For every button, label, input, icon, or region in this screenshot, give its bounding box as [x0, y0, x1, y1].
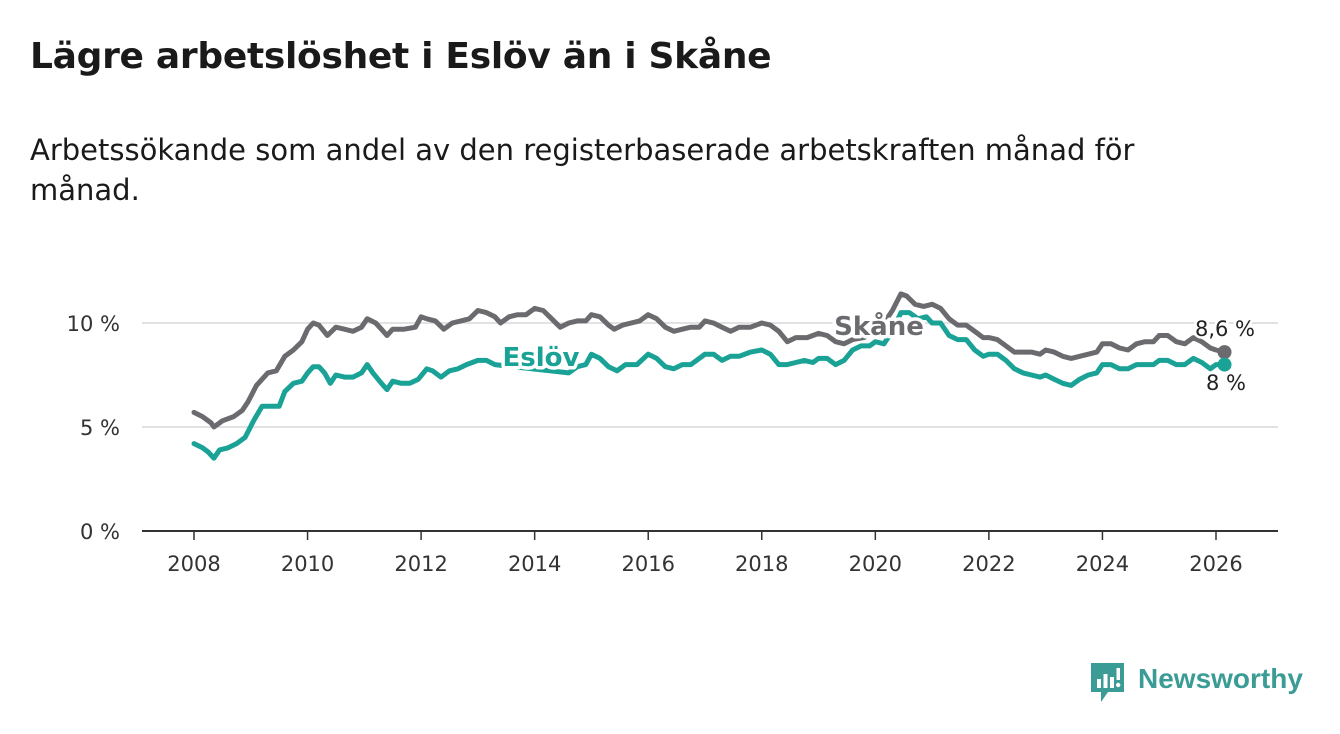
y-axis: 0 % 5 % 10 %	[67, 312, 120, 544]
y-tick-label: 10 %	[67, 312, 120, 336]
end-label-eslov: 8 %	[1206, 371, 1246, 395]
series-lines	[191, 291, 1232, 461]
chart-title: Lägre arbetslöshet i Eslöv än i Skåne	[30, 36, 772, 77]
x-tick-label: 2026	[1189, 552, 1242, 576]
x-tick-label: 2018	[735, 552, 788, 576]
x-tick-label: 2008	[167, 552, 220, 576]
end-label-skane: 8,6 %	[1195, 317, 1255, 341]
x-tick-label: 2024	[1076, 552, 1129, 576]
chart-subtitle: Arbetssökande som andel av den registerb…	[30, 133, 1135, 207]
end-point-eslv	[1217, 357, 1232, 372]
x-tick-label: 2020	[849, 552, 902, 576]
x-axis: 2008 2010 2012 2014 2016 2018 2020 2022 2024 2026	[142, 530, 1278, 576]
x-tick-label: 2014	[508, 552, 561, 576]
x-tick-label: 2012	[394, 552, 447, 576]
x-tick-label: 2010	[281, 552, 334, 576]
y-tick-label: 5 %	[80, 416, 120, 440]
series-line-skne	[191, 291, 1227, 430]
series-label-skane: Skåne	[834, 310, 924, 342]
brand-name: Newsworthy	[1138, 663, 1303, 694]
newsworthy-icon	[1091, 663, 1124, 702]
x-tick-label: 2022	[962, 552, 1015, 576]
end-point-skne	[1217, 345, 1232, 360]
x-tick-label: 2016	[621, 552, 674, 576]
series-line-eslv	[191, 310, 1227, 461]
y-tick-label: 0 %	[80, 520, 120, 544]
series-labels: Skåne Eslöv 8,6 % 8 %	[499, 307, 1258, 398]
series-label-eslov: Eslöv	[503, 343, 580, 373]
gridlines	[142, 322, 1278, 428]
newsworthy-logo: Newsworthy	[1088, 660, 1318, 706]
